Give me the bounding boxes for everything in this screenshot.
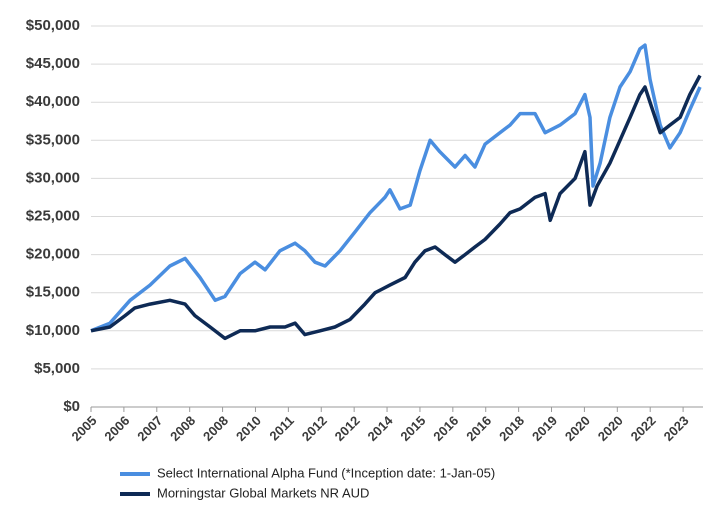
x-tick-label: 2020: [595, 413, 626, 444]
y-tick-label: $10,000: [26, 322, 80, 339]
y-tick-label: $0: [63, 398, 80, 415]
series-line: [90, 74, 702, 341]
x-tick-label: 2005: [68, 413, 99, 444]
y-tick-label: $45,000: [26, 55, 80, 72]
x-tick-label: 2010: [233, 413, 264, 444]
x-tick-label: 2020: [562, 413, 593, 444]
x-tick-label: 2007: [134, 413, 165, 444]
x-tick-label: 2012: [299, 413, 330, 444]
y-tick-label: $30,000: [26, 169, 80, 186]
y-tick-label: $40,000: [26, 93, 80, 110]
x-tick-label: 2016: [430, 413, 461, 444]
x-tick-label: 2006: [101, 413, 132, 444]
y-tick-label: $15,000: [26, 284, 80, 301]
x-tick-label: 2018: [496, 413, 527, 444]
y-tick-label: $50,000: [26, 17, 80, 34]
x-tick-label: 2022: [628, 413, 659, 444]
y-tick-label: $5,000: [34, 360, 80, 377]
y-tick-label: $35,000: [26, 131, 80, 148]
x-tick-label: 2015: [397, 413, 428, 444]
y-tick-label: $20,000: [26, 246, 80, 263]
x-tick-label: 2014: [365, 412, 397, 444]
series-line: [90, 43, 702, 333]
x-tick-label: 2008: [200, 413, 231, 444]
y-tick-label: $25,000: [26, 207, 80, 224]
x-tick-label: 2012: [332, 413, 363, 444]
x-tick-label: 2023: [661, 413, 692, 444]
x-tick-label: 2008: [167, 413, 198, 444]
legend-label: Select International Alpha Fund (*Incept…: [157, 465, 495, 480]
x-tick-label: 2011: [266, 413, 297, 444]
x-tick-label: 2019: [529, 413, 560, 444]
legend-label: Morningstar Global Markets NR AUD: [157, 485, 369, 500]
x-tick-label: 2016: [463, 413, 494, 444]
